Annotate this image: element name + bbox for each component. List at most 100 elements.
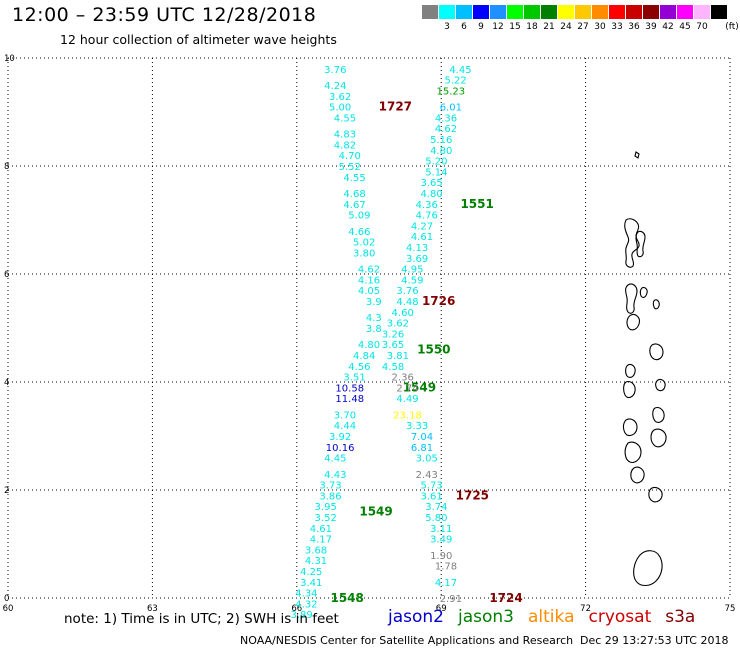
wave-height-value: 5.16: [430, 135, 452, 146]
wave-height-value: 4.31: [305, 556, 327, 567]
x-tick-label: 75: [725, 604, 736, 614]
wave-height-value: 3.68: [305, 545, 327, 556]
wave-height-value: 5.52: [339, 162, 361, 173]
wave-height-value: 4.60: [392, 308, 414, 319]
colorbar-swatch: [558, 5, 574, 19]
x-tick-label: 66: [291, 604, 302, 614]
colorbar-label: 27: [577, 22, 589, 32]
wave-height-value: 4.80: [358, 340, 380, 351]
colorbar-swatch: [575, 5, 591, 19]
island-outline: [633, 550, 663, 587]
colorbar-label: 39: [645, 22, 657, 32]
wave-height-value: 3.8: [366, 324, 382, 335]
track-label: 1549: [359, 505, 392, 519]
wave-height-value: 4.13: [406, 243, 428, 254]
credit-line: NOAA/NESDIS Center for Satellite Applica…: [240, 634, 574, 647]
island-outline: [634, 151, 640, 159]
satellite-legend: jason2 jason3 altika cryosat s3a: [388, 607, 709, 627]
wave-height-value: 3.73: [319, 481, 341, 492]
colorbar-swatch: [660, 5, 676, 19]
island-outline: [650, 428, 667, 448]
legend-altika: altika: [528, 607, 575, 627]
wave-height-value: 2.74: [396, 383, 418, 394]
legend-cryosat: cryosat: [588, 607, 652, 627]
wave-height-value: 4.95: [401, 265, 423, 276]
colorbar-swatch: [694, 5, 710, 19]
wave-height-value: 10.16: [326, 443, 355, 454]
wave-height-value: 4.61: [411, 232, 433, 243]
wave-height-value: 1.90: [430, 551, 452, 562]
wave-height-value: 3.95: [315, 502, 337, 513]
wave-height-value: 4.55: [343, 173, 365, 184]
island-outline: [626, 314, 640, 331]
wave-height-value: 5.02: [353, 238, 375, 249]
colorbar-label: 9: [478, 22, 484, 32]
colorbar-swatch: [473, 5, 489, 19]
grid-lines: [7, 57, 731, 599]
axis-ticks: 60 63 66 69 72 75 0 2 4 6 8 10: [3, 54, 736, 614]
wave-height-value: 4.55: [334, 113, 356, 124]
wave-height-value: 3.70: [334, 410, 356, 421]
island-outline: [655, 378, 666, 392]
wave-height-value: 4.80: [430, 146, 452, 157]
wave-height-value: 4.82: [334, 140, 356, 151]
map-subtitle: 12 hour collection of altimeter wave hei…: [60, 32, 337, 47]
wave-height-value: 3.76: [324, 65, 346, 76]
colorbar-swatch: [711, 5, 727, 19]
wave-height-value: 4.59: [401, 275, 423, 286]
island-outline: [652, 299, 660, 310]
track-labels: 1548 1549 1549 1550 1551 1724 1725 1726 1727: [330, 100, 522, 605]
wave-height-value: 3.11: [430, 524, 452, 535]
wave-height-value: 4.45: [449, 65, 471, 76]
wave-height-value: 4.17: [310, 535, 332, 546]
wave-height-value: 4.62: [358, 265, 380, 276]
legend-jason3: jason3: [458, 607, 514, 627]
wave-height-value: 4.17: [435, 578, 457, 589]
wave-height-value: 4.36: [435, 113, 457, 124]
legend-s3a: s3a: [665, 607, 696, 627]
wave-height-value: 4.83: [334, 130, 356, 141]
y-tick-label: 10: [4, 54, 15, 64]
wave-height-value: 3.62: [387, 319, 409, 330]
wave-height-value: 3.86: [319, 491, 341, 502]
colorbar-swatch: [592, 5, 608, 19]
colorbar-swatch: [524, 5, 540, 19]
wave-height-value: 3.69: [406, 254, 428, 265]
island-outline: [635, 230, 646, 258]
wave-height-value: 3.33: [406, 421, 428, 432]
wave-height-value: 3.9: [366, 297, 382, 308]
legend-jason2: jason2: [388, 607, 444, 627]
wave-height-value: 4.70: [339, 151, 361, 162]
wave-height-value: 4.66: [348, 227, 370, 238]
x-tick-label: 69: [436, 604, 447, 614]
colorbar-swatch: [643, 5, 659, 19]
wave-height-value: 5.14: [425, 167, 447, 178]
wave-height-value: 3.62: [329, 92, 351, 103]
wave-height-value: 5.20: [425, 157, 447, 168]
wave-height-value: 3.41: [300, 578, 322, 589]
wave-height-value: 3.74: [425, 502, 447, 513]
colorbar-swatch: [626, 5, 642, 19]
wave-height-value: 15.23: [437, 86, 466, 97]
island-outline: [624, 218, 640, 268]
wave-height-value: 3.76: [396, 286, 418, 297]
wave-height-value: 3.80: [353, 248, 375, 259]
wave-height-value: 3.61: [420, 491, 442, 502]
island-outline: [652, 407, 665, 423]
track-label: 1726: [422, 294, 455, 308]
timestamp: Dec 29 13:27:53 UTC 2018: [580, 634, 729, 647]
units-note: note: 1) Time is in UTC; 2) SWH is in fe…: [64, 611, 339, 627]
colorbar-swatch: [490, 5, 506, 19]
colorbar-swatch: [456, 5, 472, 19]
wave-height-value: 11.48: [335, 394, 364, 405]
colorbar-label: 15: [509, 22, 521, 32]
wave-height-value: 4.76: [416, 211, 438, 222]
wave-height-value: 4.62: [435, 124, 457, 135]
x-tick-label: 60: [3, 604, 14, 614]
island-outline: [625, 363, 636, 378]
wave-height-value: 4.68: [343, 189, 365, 200]
wave-height-value: 4.61: [310, 524, 332, 535]
island-outline: [623, 381, 636, 399]
wave-height-value: 4.67: [343, 200, 365, 211]
